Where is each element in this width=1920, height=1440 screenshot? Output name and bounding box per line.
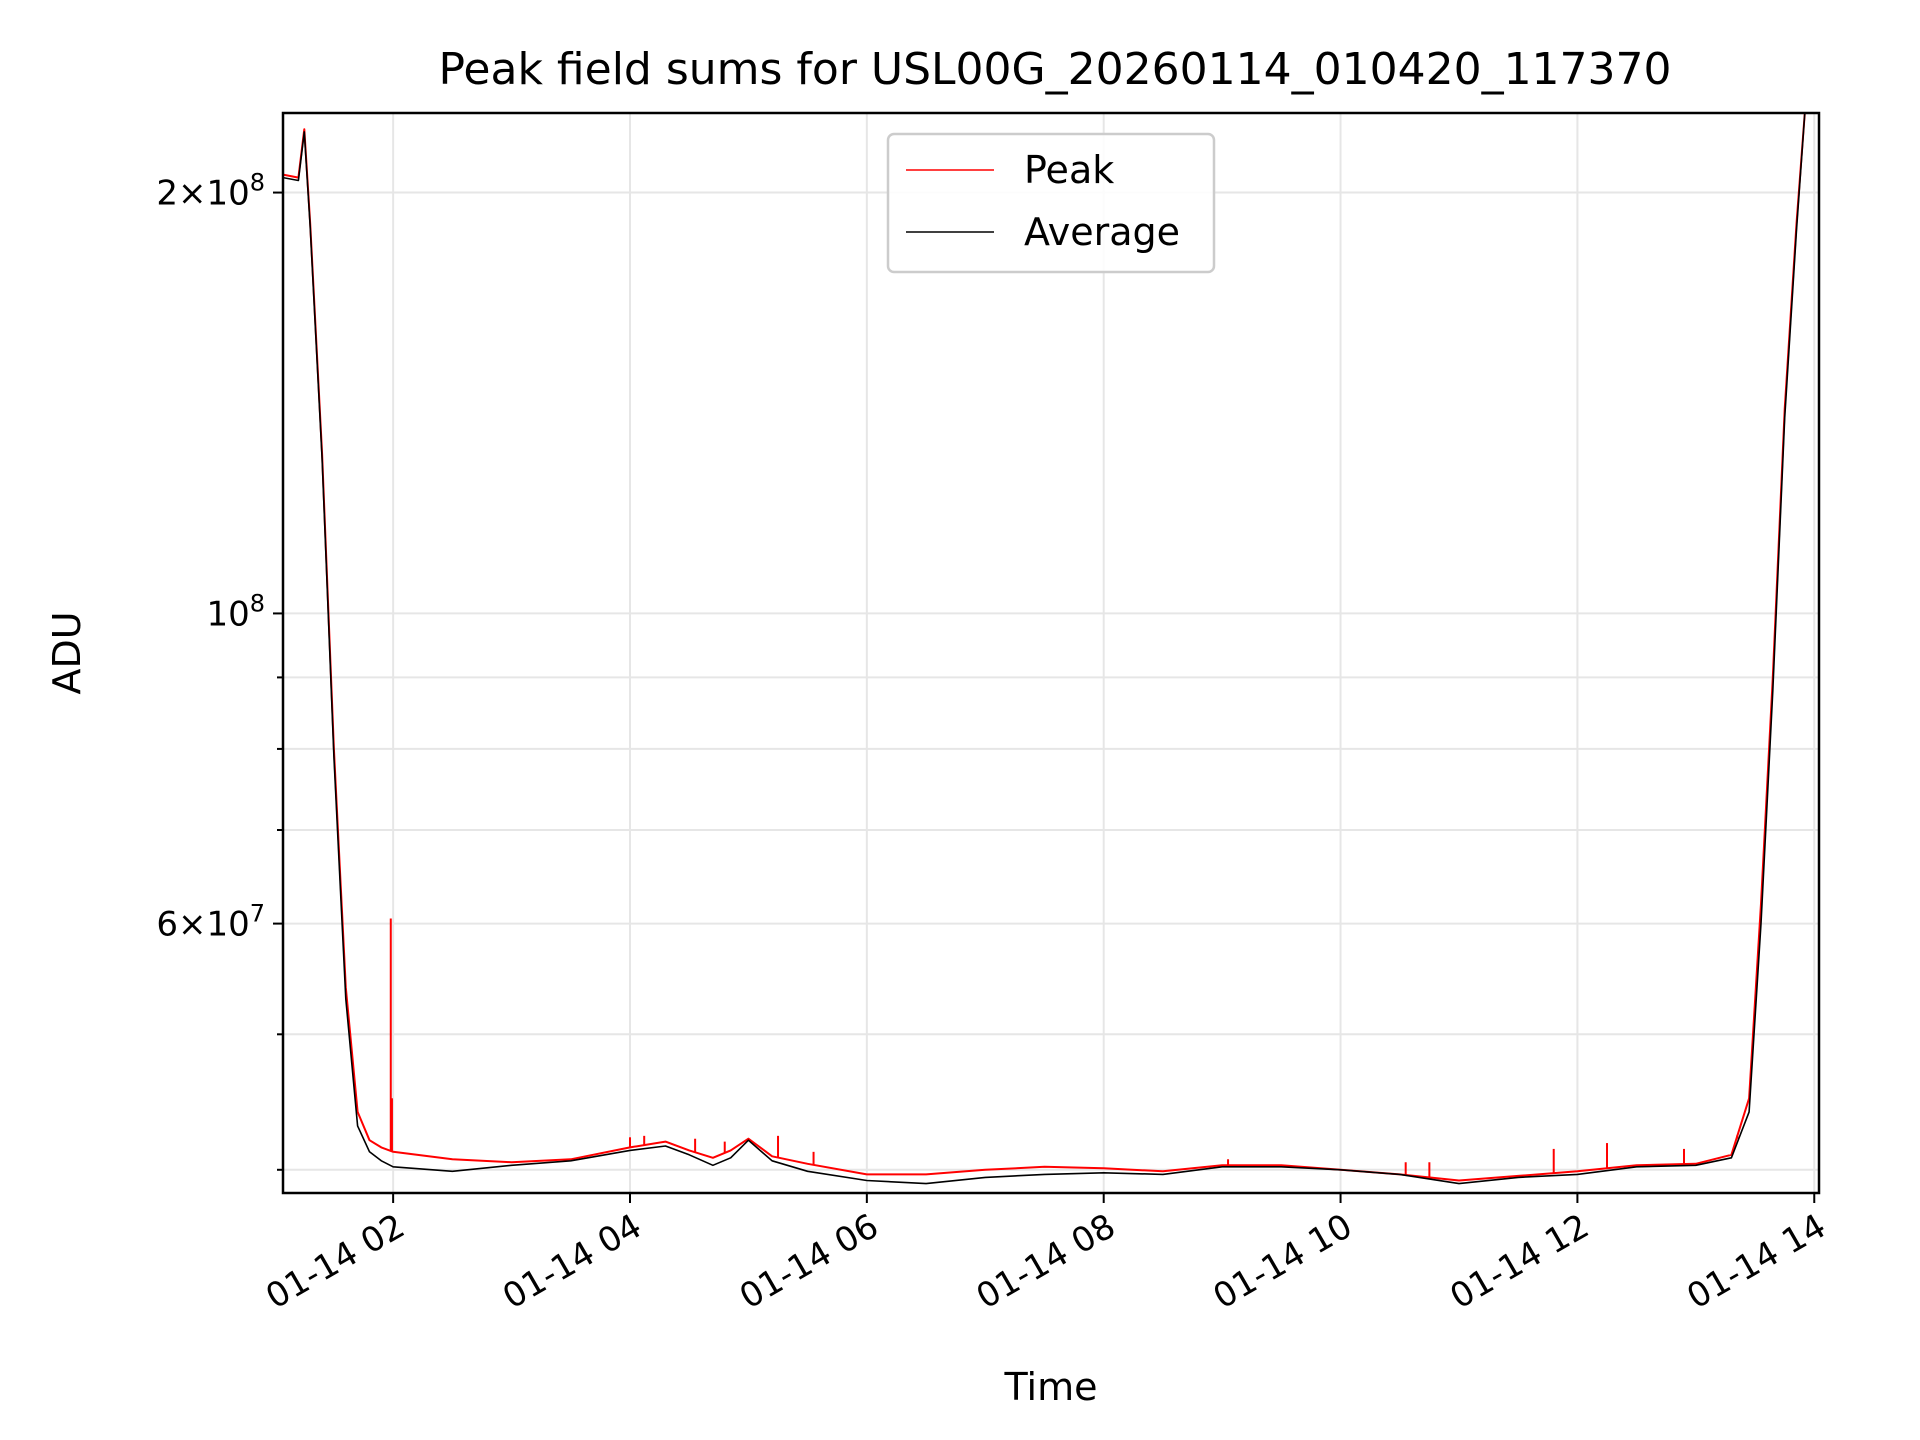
series-line-peak — [283, 113, 1819, 1182]
y-tick-label: 2×108 — [156, 169, 265, 214]
legend-label-average: Average — [1024, 210, 1180, 254]
plot-frame — [281, 111, 1821, 1195]
legend-label-peak: Peak — [1024, 148, 1114, 192]
y-tick-label: 108 — [206, 589, 265, 634]
chart-title: Peak field sums for USL00G_20260114_0104… — [438, 44, 1671, 95]
legend-box — [886, 132, 1216, 274]
y-axis-label: ADU — [45, 611, 89, 694]
legend: Peak Average — [886, 132, 1216, 274]
x-axis-label: Time — [1004, 1365, 1098, 1409]
plot-area — [283, 113, 1819, 1185]
y-tick-label: 6×107 — [156, 900, 265, 945]
series-line-average — [283, 113, 1819, 1185]
